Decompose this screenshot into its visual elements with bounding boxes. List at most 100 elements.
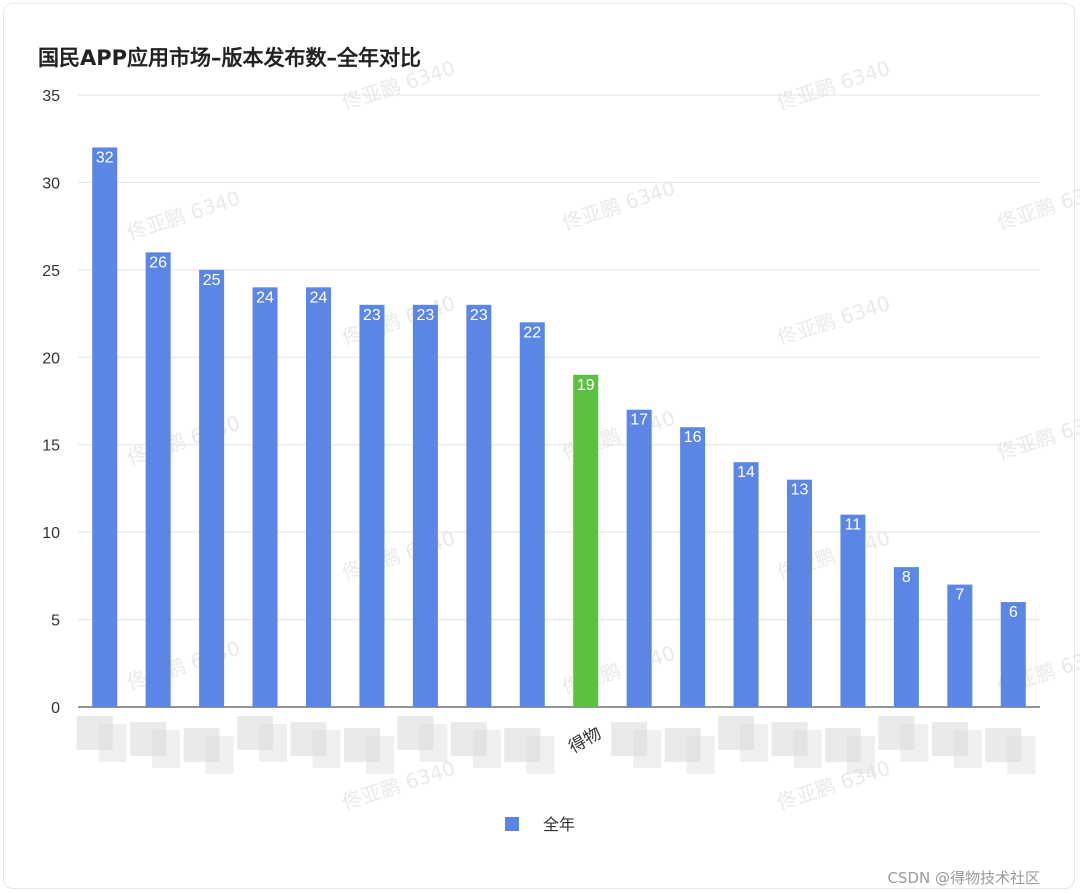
legend: 全年: [505, 815, 575, 834]
legend-label: 全年: [543, 815, 575, 834]
bar-value-label: 13: [791, 482, 809, 499]
obscured-label-block: [290, 722, 327, 756]
obscured-label-block: [633, 730, 662, 768]
obscured-label-block: [205, 736, 234, 774]
obscured-label-block: [152, 730, 181, 768]
obscured-label-block: [878, 716, 915, 750]
bar: [92, 147, 118, 707]
watermark-text: 佟亚鹏 6340: [124, 411, 243, 470]
obscured-label-block: [98, 724, 127, 762]
bar-value-label: 22: [523, 324, 541, 341]
chart-title: 国民APP应用市场–版本发布数–全年对比: [38, 46, 422, 70]
bar: [680, 427, 706, 707]
bar-value-label: 11: [845, 517, 862, 534]
obscured-label-block: [76, 716, 113, 750]
bar: [840, 514, 866, 707]
bar: [145, 252, 171, 707]
bar-value-label: 23: [416, 307, 434, 324]
y-tick-label: 30: [42, 175, 60, 192]
grid-lines: [78, 94, 1040, 708]
obscured-label-block: [931, 722, 968, 756]
watermark-text: 佟亚鹏 6340: [774, 291, 893, 350]
obscured-label-block: [526, 736, 555, 774]
bar-value-label: 23: [363, 307, 381, 324]
obscured-label-block: [419, 724, 448, 762]
obscured-label-block: [259, 724, 288, 762]
y-tick-label: 20: [42, 350, 60, 367]
obscured-label-block: [953, 730, 982, 768]
x-category-label: 得物: [565, 724, 604, 758]
bar-value-label: 19: [577, 377, 595, 394]
watermark-text: 佟亚鹏 6340: [559, 176, 678, 235]
watermark-text: 佟亚鹏 6340: [339, 526, 458, 585]
watermark-text: 佟亚鹏 6340: [124, 636, 243, 695]
watermark-text: 佟亚鹏 6340: [994, 176, 1080, 235]
obscured-label-block: [846, 736, 875, 774]
bar: [412, 304, 438, 707]
obscured-label-block: [365, 736, 394, 774]
bar: [947, 584, 973, 707]
bars: 32 26 25 24 24 23 23 23 22 19 17 16 14 13 11 8 7 6: [92, 147, 1026, 707]
obscured-label-block: [343, 728, 380, 762]
obscured-label-block: [686, 736, 715, 774]
obscured-label-block: [771, 722, 808, 756]
bar-value-label: 16: [684, 429, 702, 446]
bar-value-label: 6: [1009, 604, 1018, 621]
obscured-label-block: [130, 722, 167, 756]
bar-value-label: 24: [256, 289, 274, 306]
watermark-text: 佟亚鹏 6340: [774, 756, 893, 815]
bar-value-label: 14: [737, 464, 755, 481]
footer-credit: CSDN @得物技术社区: [887, 869, 1040, 887]
obscured-label-block: [237, 716, 274, 750]
y-tick-label: 0: [51, 700, 60, 717]
y-tick-label: 5: [51, 613, 60, 630]
y-tick-label: 25: [42, 263, 60, 280]
obscured-category-labels: [76, 716, 1036, 774]
y-tick-label: 35: [42, 88, 60, 105]
watermark-text: 佟亚鹏 6340: [339, 756, 458, 815]
bar-value-label: 26: [149, 254, 167, 271]
bar-value-label: 8: [902, 569, 911, 586]
legend-swatch: [505, 817, 519, 831]
watermark-text: 佟亚鹏 6340: [774, 56, 893, 115]
bar-value-label: 25: [203, 272, 221, 289]
watermark-text: 佟亚鹏 6340: [124, 186, 243, 245]
bar: [787, 479, 812, 707]
bar: [893, 567, 919, 707]
bar: [359, 304, 385, 707]
obscured-label-block: [793, 730, 822, 768]
watermark-text: 佟亚鹏 6340: [339, 56, 458, 115]
x-axis-labels: 得物: [565, 724, 604, 758]
bar: [1000, 602, 1026, 707]
obscured-label-block: [472, 730, 501, 768]
bar-value-label: 32: [96, 149, 114, 166]
obscured-label-block: [664, 728, 701, 762]
obscured-label-block: [1007, 736, 1036, 774]
obscured-label-block: [740, 724, 769, 762]
obscured-label-block: [183, 728, 220, 762]
bar: [466, 304, 492, 707]
watermark-text: 佟亚鹏 6340: [339, 291, 458, 350]
bar: [519, 322, 545, 707]
obscured-label-block: [312, 730, 341, 768]
obscured-label-block: [985, 728, 1022, 762]
bar-value-label: 24: [310, 289, 328, 306]
obscured-label-block: [824, 728, 861, 762]
y-tick-label: 15: [42, 438, 60, 455]
obscured-label-block: [611, 722, 648, 756]
bar: [252, 287, 278, 707]
bar: [199, 269, 225, 707]
bar-value-label: 7: [955, 587, 964, 604]
bar: [573, 374, 599, 707]
bar: [306, 287, 331, 707]
bar: [626, 409, 652, 707]
bar: [733, 462, 759, 707]
obscured-label-block: [450, 722, 487, 756]
bar-value-label: 17: [630, 412, 648, 429]
obscured-label-block: [900, 724, 929, 762]
y-axis-ticks: 0 5 10 15 20 25 30 35: [42, 88, 60, 717]
obscured-label-block: [504, 728, 541, 762]
watermark-text: 佟亚鹏 6340: [994, 406, 1080, 465]
bar-value-label: 23: [470, 307, 488, 324]
